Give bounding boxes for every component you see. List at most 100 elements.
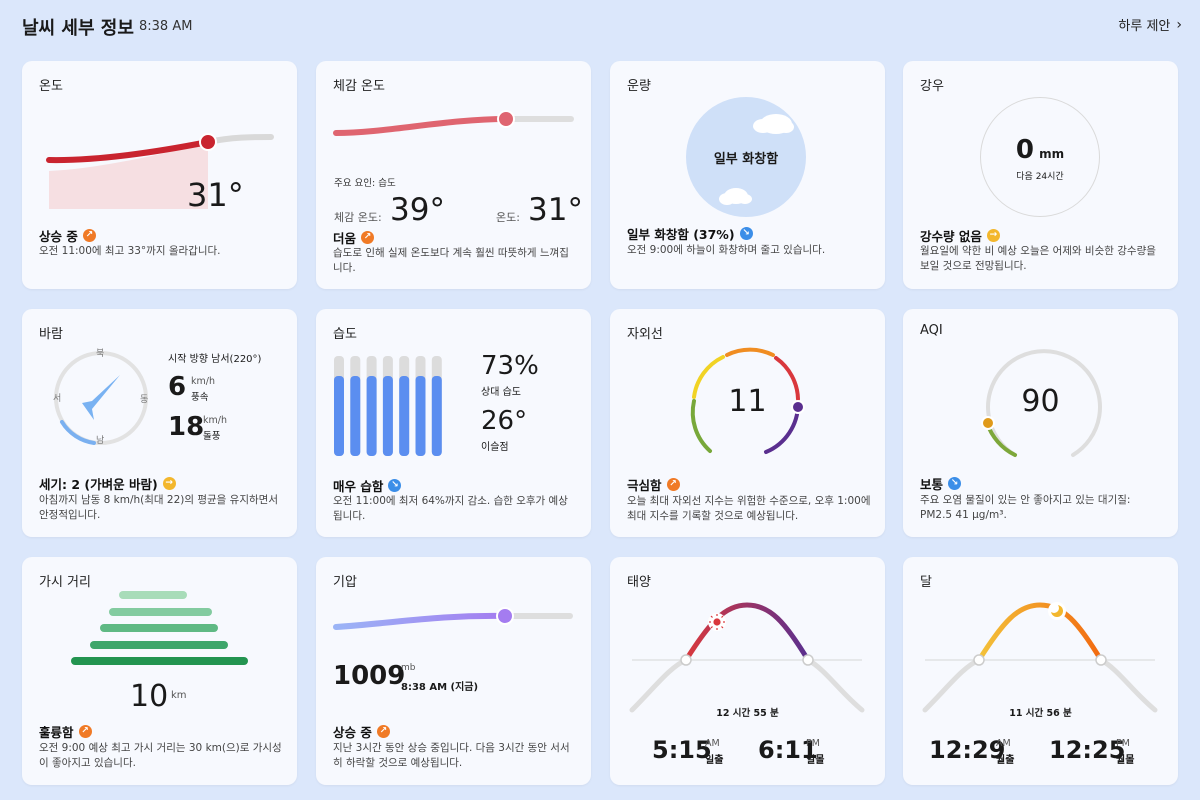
pressure-status: 상승 중 ↗ — [333, 722, 390, 741]
moonrise-time: 12:29 — [929, 736, 1006, 764]
wind-direction-arrow — [82, 375, 120, 420]
trend-steady-icon: → — [162, 477, 176, 490]
moon-duration: 11 시간 56 분 — [1009, 708, 1072, 719]
humidity-status-text: 매우 습함 — [333, 479, 384, 494]
temperature-desc: 오전 11:00에 최고 33°까지 올라갑니다. — [39, 245, 221, 257]
rain-desc: 월요일에 약한 비 예상 오늘은 어제와 비슷한 강수량을 보일 것으로 전망됩… — [920, 245, 1156, 272]
humidity-bar — [431, 376, 442, 456]
humidity-card[interactable]: 습도 73% 상대 습도 26° 이슬점 매우 습함 ↘ 오전 11:00에 최… — [316, 309, 591, 537]
aqi-desc: 주요 오염 물질이 있는 안 좋아지고 있는 대기질: PM2.5 41 μg/… — [920, 494, 1131, 521]
visibility-status: 훌륭함 ↗ — [39, 722, 92, 741]
rain-status-text: 강수량 없음 — [920, 229, 982, 244]
humidity-bar — [415, 376, 426, 456]
wind-direction: 시작 방향 남서(220°) — [168, 354, 262, 365]
sunrise-time: 5:15 — [652, 736, 712, 764]
visibility-desc: 오전 9:00 예상 최고 가시 거리는 30 km(으)로 가시성이 좋아지고… — [39, 742, 282, 769]
chevron-right-icon: › — [1176, 16, 1182, 33]
visibility-card[interactable]: 가시 거리 10 km 훌륭함 ↗ 오전 9:00 예상 최고 가시 거리는 3… — [22, 557, 297, 785]
trend-down-icon: ↘ — [948, 477, 962, 490]
wind-desc: 아침까지 남동 8 km/h(최대 22)의 평균을 유지하면서 안정적입니다. — [39, 494, 278, 521]
humidity-bar — [350, 376, 361, 456]
temperature-status-text: 상승 중 — [39, 229, 78, 244]
wind-speed-label: 풍속 — [191, 392, 209, 403]
pressure-card[interactable]: 기압 1009 mb 8:38 AM (지금) 상승 중 ↗ 지난 3시간 동안… — [316, 557, 591, 785]
compass-west: 서 — [53, 394, 62, 404]
humidity-desc: 오전 11:00에 최저 64%까지 감소. 습한 오후가 예상됩니다. — [333, 495, 568, 522]
sunset-time: 6:11 — [758, 736, 818, 764]
moonset-time: 12:25 — [1049, 736, 1126, 764]
uv-title: 자외선 — [627, 327, 663, 342]
trend-down-icon: ↘ — [388, 479, 402, 492]
cloud-center-label: 일부 화창함 — [713, 152, 779, 167]
cloud-desc: 오전 9:00에 하늘이 화창하며 줄고 있습니다. — [627, 244, 826, 256]
wind-gust: 18 — [168, 412, 205, 442]
humidity-title: 습도 — [333, 327, 357, 342]
cloud-status-text: 일부 화창함 (37%) — [627, 227, 735, 242]
wind-title: 바람 — [39, 327, 63, 342]
feels-status-text: 더움 — [333, 231, 357, 246]
feels-label: 체감 온도: — [334, 211, 382, 224]
header-time: 8:38 AM — [139, 19, 193, 34]
cloud-status: 일부 화창함 (37%) ↘ — [627, 224, 753, 243]
humidity-bar — [399, 376, 410, 456]
visibility-value: 10 — [130, 679, 169, 714]
daily-suggestion-link[interactable]: 하루 제안 › — [1118, 15, 1182, 35]
uv-value: 11 — [728, 384, 767, 419]
moon-icon — [1049, 603, 1063, 617]
moonset-ampm: PM — [1116, 738, 1130, 749]
trend-up-icon: ↗ — [666, 478, 680, 491]
sunrise-ampm: AM — [705, 738, 720, 749]
moonrise-label: 월출 — [996, 755, 1015, 766]
moon-title: 달 — [920, 575, 932, 590]
temperature-marker — [199, 133, 217, 151]
moon-card[interactable]: 달 11 시간 56 분 12:29 AM 월출 12:25 PM 월몰 — [903, 557, 1178, 785]
feels-factor: 주요 요인: 습도 — [334, 178, 396, 189]
uv-card[interactable]: 자외선 11 극심함 ↗ 오늘 최대 자외선 지수는 위험한 수준으로, 오후 … — [610, 309, 885, 537]
moon-arc — [922, 602, 1158, 713]
uv-desc: 오늘 최대 자외선 지수는 위험한 수준으로, 오후 1:00에 최대 지수를 … — [627, 495, 871, 522]
sun-card[interactable]: 태양 12 시간 55 분 5:15 AM 일출 6:11 PM 일몰 — [610, 557, 885, 785]
visibility-title: 가시 거리 — [39, 575, 91, 590]
uv-gauge — [690, 347, 805, 454]
visibility-status-text: 훌륭함 — [39, 725, 74, 740]
pressure-desc: 지난 3시간 동안 상승 중입니다. 다음 3시간 동안 서서히 하락할 것으로… — [333, 742, 570, 769]
humidity-bar — [382, 376, 393, 456]
rain-unit: mm — [1039, 147, 1065, 161]
rain-card[interactable]: 강우 0 mm 다음 24시간 강수량 없음 → 월요일에 약한 비 예상 오늘… — [903, 61, 1178, 289]
uv-status: 극심함 ↗ — [627, 475, 680, 494]
sun-icon — [709, 614, 725, 630]
sun-title: 태양 — [627, 575, 651, 590]
aqi-card[interactable]: AQI 90 보통 ↘ 주요 오염 물질이 있는 안 좋아지고 있는 대기질: … — [903, 309, 1178, 537]
pressure-value: 1009 — [333, 661, 406, 691]
temperature-card[interactable]: 온도 31° 상승 중 ↗ 오전 11:00에 최고 33°까지 올라갑니다. — [22, 61, 297, 289]
wind-status: 세기: 2 (가벼운 바람) → — [39, 474, 176, 493]
visibility-unit: km — [171, 690, 187, 701]
rain-title: 강우 — [920, 79, 944, 94]
rain-circle — [980, 97, 1100, 217]
wind-card[interactable]: 바람 북 동 남 서 시작 방향 남서(220°) 6 km/h 풍속 18 k… — [22, 309, 297, 537]
temperature-status: 상승 중 ↗ — [39, 226, 96, 245]
uv-status-text: 극심함 — [627, 478, 662, 493]
wind-status-text: 세기: 2 (가벼운 바람) — [39, 477, 158, 492]
wind-speed-unit: km/h — [191, 376, 215, 387]
humidity-status: 매우 습함 ↘ — [333, 476, 402, 495]
trend-steady-icon: → — [986, 229, 1000, 242]
feels-like-card[interactable]: 체감 온도 주요 요인: 습도 체감 온도: 39° 온도: 31° 더움 ↗ … — [316, 61, 591, 289]
sunrise-label: 일출 — [705, 755, 724, 766]
sunset-ampm: PM — [806, 738, 820, 749]
humidity-bars — [334, 356, 442, 456]
daily-suggestion-label: 하루 제안 — [1118, 19, 1171, 34]
compass-south: 남 — [96, 436, 105, 446]
pressure-curve — [333, 607, 573, 630]
trend-down-icon: ↘ — [739, 227, 753, 240]
wind-gust-label: 돌풍 — [203, 431, 221, 442]
aqi-value: 90 — [1021, 384, 1060, 419]
temperature-value: 31° — [187, 176, 244, 214]
cloud-icon — [719, 114, 794, 205]
cloud-title: 운량 — [627, 79, 651, 94]
temperature-curve — [46, 133, 274, 209]
feels-like-curve — [333, 110, 574, 136]
page-title: 날씨 세부 정보 — [22, 18, 134, 39]
cloud-cover-card[interactable]: 운량 일부 화창함 일부 화창함 (37%) ↘ 오전 9:00에 하늘이 화창… — [610, 61, 885, 289]
actual-temp-value: 31° — [528, 192, 583, 228]
